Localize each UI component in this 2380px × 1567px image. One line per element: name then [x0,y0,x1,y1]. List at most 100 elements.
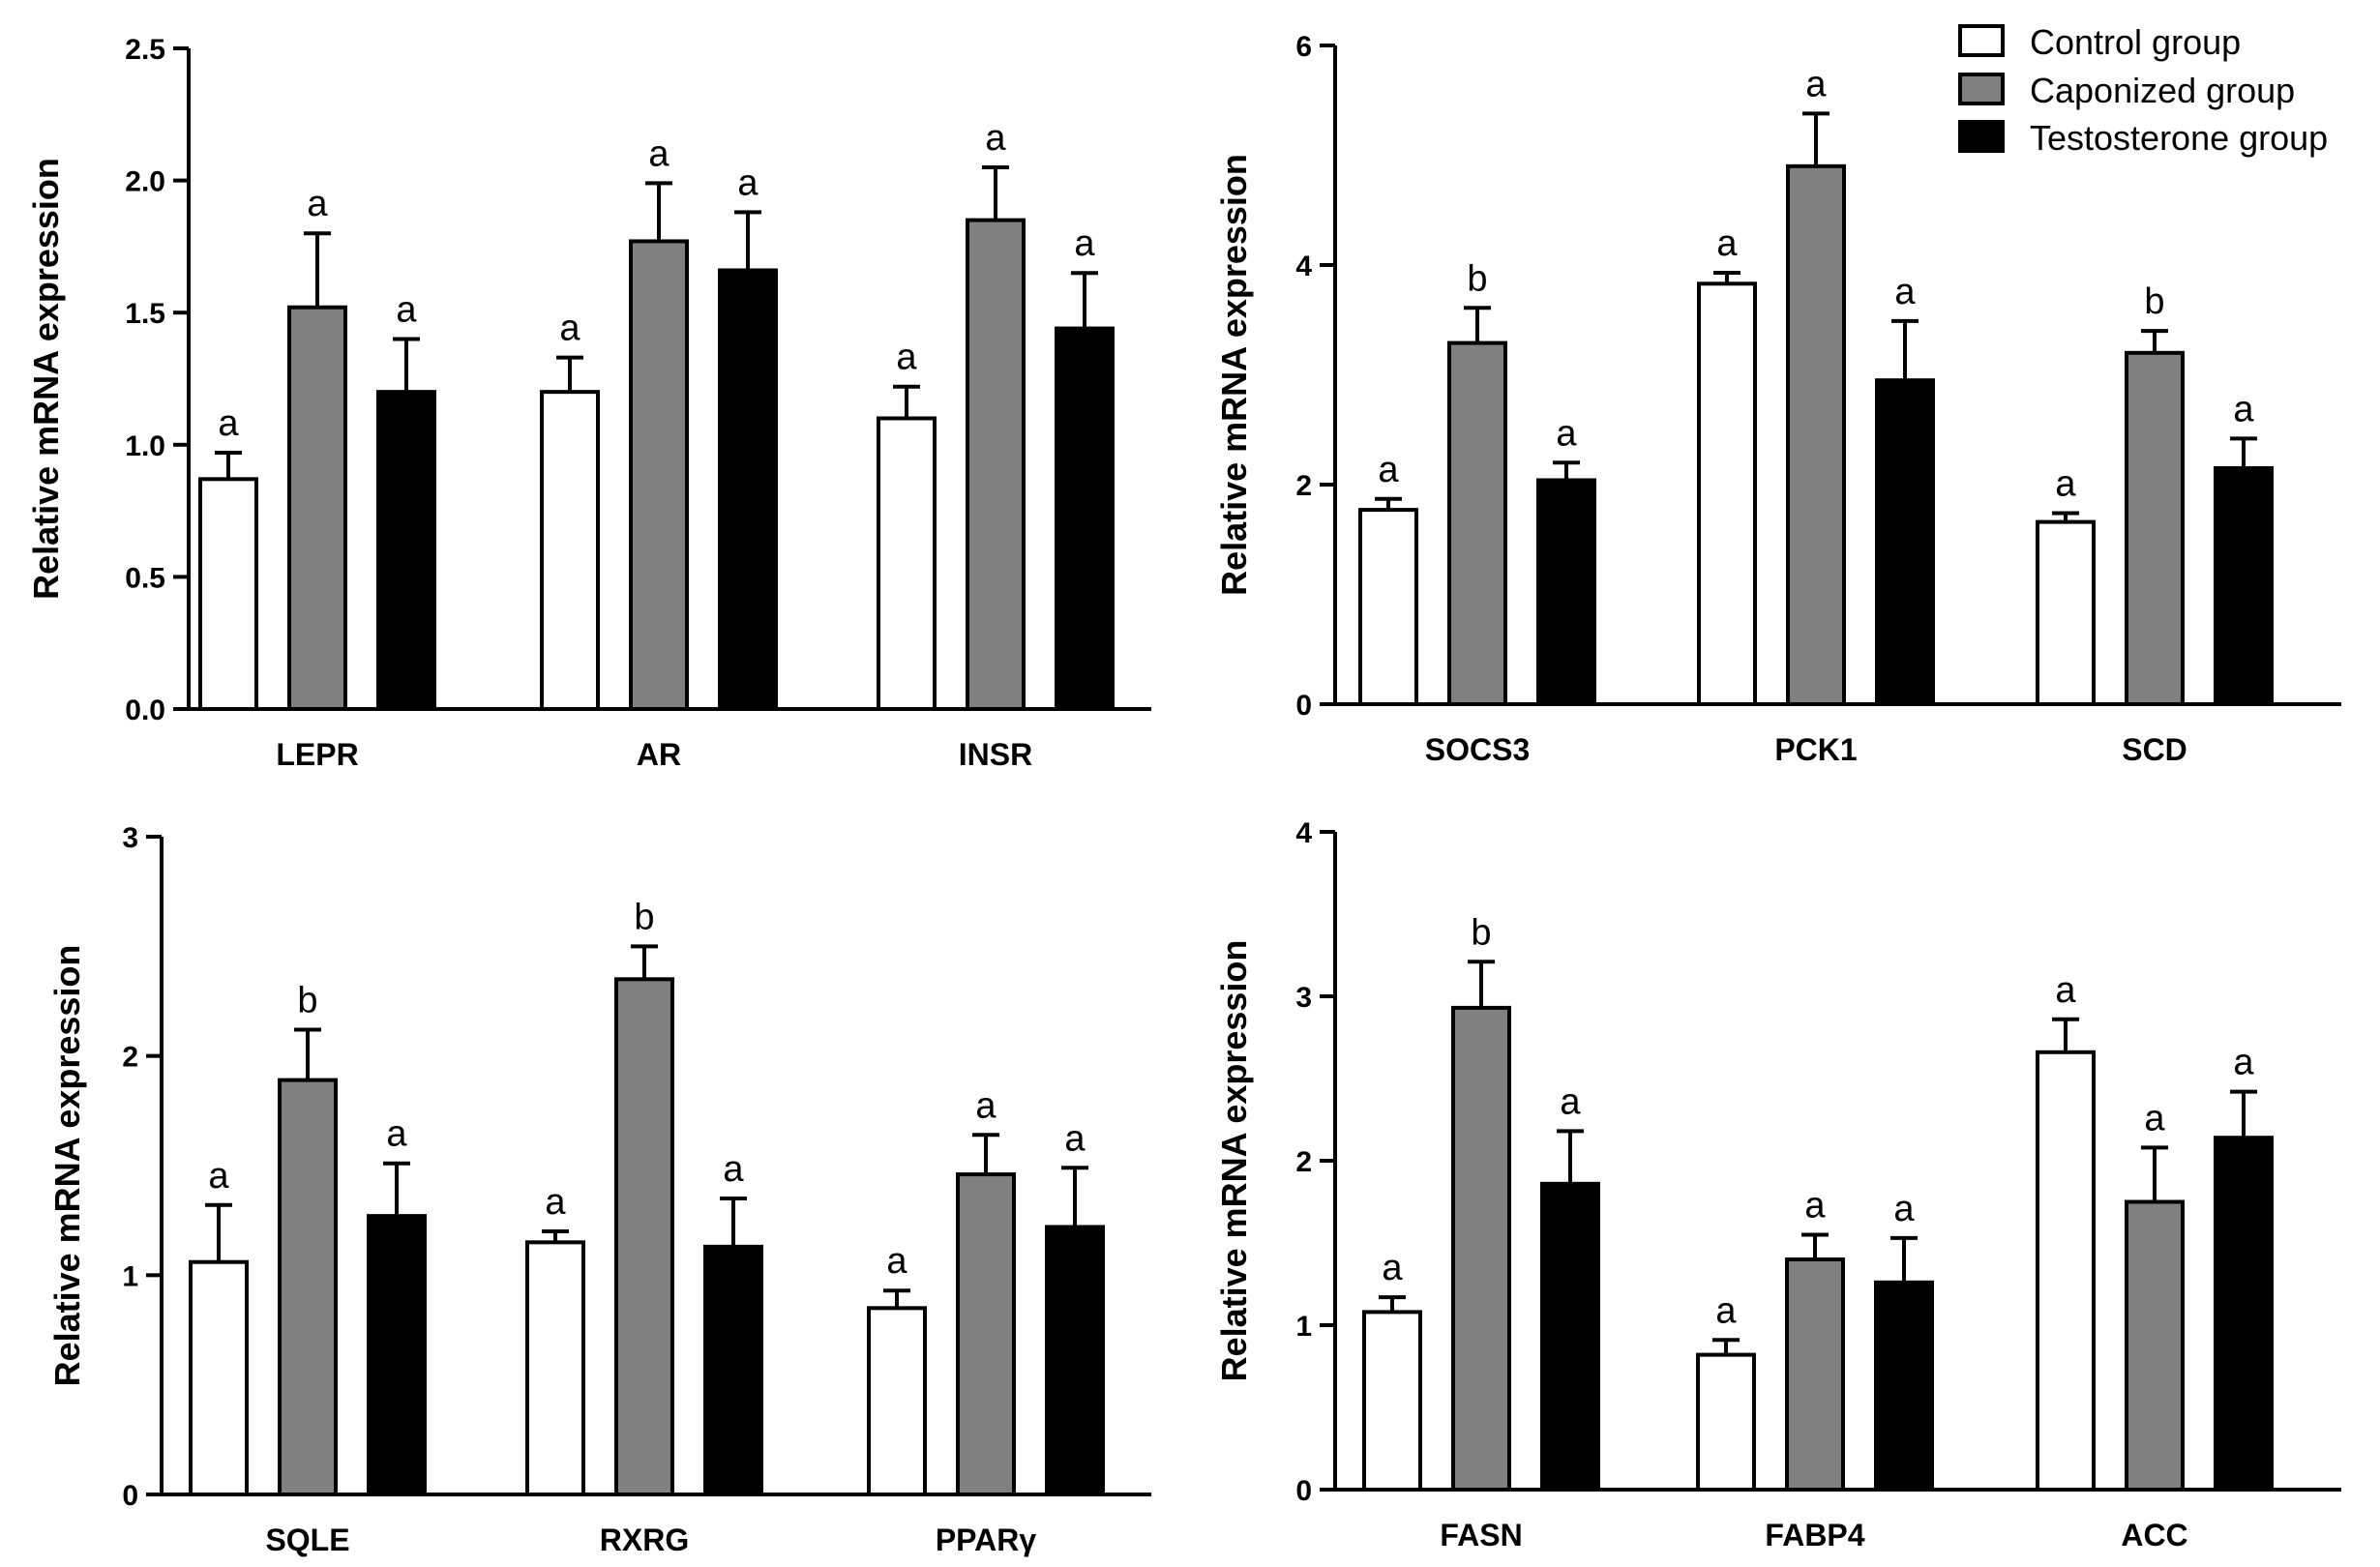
category-label: FASN [1440,1518,1522,1552]
significance-letter: a [2233,389,2254,429]
significance-letter: a [208,1156,229,1197]
legend-label-2: Caponized group [2030,71,2295,110]
y-tick-label: 2 [1295,470,1312,502]
y-tick-label: 6 [1295,31,1312,63]
significance-letter: a [218,403,239,444]
y-tick-label: 0 [122,1480,138,1512]
significance-letter: a [2055,970,2076,1011]
category-label: ACC [2121,1518,2187,1552]
legend-swatch-2 [1958,73,2005,105]
significance-letter: a [559,309,580,349]
y-axis-title: Relative mRNA expression [1214,940,1254,1382]
y-tick-label: 4 [1295,817,1312,849]
y-tick-label: 1 [122,1260,138,1292]
chart-panel-1: 0.0 0.5 1.0 1.5 2.0 2.5 Relative mRNA expressi… [26,34,1151,772]
bar-fasn-control [1362,1310,1422,1493]
bar-acc-testosterone [2214,1136,2274,1492]
bar-fasn-caponized [1451,1005,1511,1493]
significance-letter: a [307,184,328,224]
significance-letter: a [896,338,917,378]
bar-scd-control [2036,519,2096,707]
significance-letter: a [396,290,417,331]
bar-socs3-control [1358,508,1418,706]
y-axis-title: Relative mRNA expression [1214,154,1254,596]
bar-rxrg-testosterone [703,1244,763,1497]
significance-letter: a [1894,272,1916,312]
significance-letter: a [2055,464,2076,505]
category-label: INSR [959,737,1032,772]
significance-letter: a [985,118,1006,159]
category-label: FABP4 [1765,1518,1864,1552]
y-tick-label: 0.0 [125,695,165,726]
legend-label-1: Control group [2030,22,2241,62]
bar-pck1-caponized [1786,163,1846,707]
bar-sqle-caponized [278,1078,338,1496]
category-label: SOCS3 [1425,732,1530,767]
bar-sqle-control [189,1259,249,1496]
category-label: RXRG [600,1523,689,1557]
y-tick-label: 4 [1295,251,1312,282]
significance-letter: a [1560,1081,1581,1122]
category-label: PPARγ [936,1523,1037,1557]
bar-sqle-testosterone [367,1214,427,1496]
significance-letter: b [1467,258,1487,299]
bar-ar-caponized [629,239,689,711]
legend-swatch-3 [1958,120,2005,153]
bar-pparγ-control [867,1306,927,1497]
category-label: SCD [2122,732,2187,767]
y-tick-label: 3 [1295,982,1312,1014]
y-tick-label: 2 [122,1042,138,1074]
legend-swatch-1 [1958,24,2005,57]
significance-letter: a [1064,1118,1086,1159]
bar-socs3-caponized [1447,340,1507,706]
category-label: LEPR [276,737,358,772]
significance-letter: a [737,163,759,203]
significance-letter: b [2144,281,2164,322]
bar-lepr-testosterone [376,390,436,711]
bar-scd-caponized [2125,350,2185,706]
y-tick-label: 1.5 [125,298,165,330]
significance-letter: b [297,980,317,1020]
category-label: SQLE [265,1523,349,1557]
bar-insr-control [877,416,937,711]
y-axis-title: Relative mRNA expression [47,945,87,1387]
significance-letter: a [1074,223,1095,264]
significance-letter: a [886,1241,907,1282]
y-tick-label: 1 [1295,1311,1312,1343]
significance-letter: a [1804,1186,1826,1227]
bar-pck1-testosterone [1875,378,1935,706]
y-tick-label: 2.0 [125,166,165,198]
bar-lepr-control [198,477,258,712]
chart-panel-2: 0 2 4 6 Relative mRNA expression a b a SOCS3 a a a P… [1214,31,2341,767]
bar-lepr-caponized [287,305,347,711]
y-tick-label: 3 [122,822,138,854]
significance-letter: a [1716,223,1738,264]
significance-letter: a [975,1085,997,1126]
chart-panel-3: 0 1 2 3 Relative mRNA expression a b a SQLE a b a RX… [47,822,1151,1557]
y-tick-label: 0 [1295,690,1312,722]
significance-letter: a [545,1182,566,1223]
significance-letter: a [1715,1290,1737,1331]
significance-letter: b [1471,912,1491,953]
bar-acc-caponized [2125,1199,2185,1492]
bar-scd-testosterone [2214,465,2274,706]
y-tick-label: 1.0 [125,430,165,462]
chart-panel-4: 0 1 2 3 4 Relative mRNA expression a b a FASN a a a F… [1214,817,2341,1552]
significance-letter: b [634,897,654,937]
bar-fabp4-control [1696,1352,1756,1492]
significance-letter: a [1382,1248,1403,1288]
legend: Control group Caponized group Testosterone… [1958,22,2328,158]
category-label: AR [637,737,681,772]
bar-rxrg-control [525,1240,585,1497]
significance-letter: a [1556,413,1577,454]
significance-letter: a [648,133,669,174]
bar-insr-caponized [966,218,1026,712]
bar-fabp4-caponized [1785,1257,1845,1492]
y-axis-title: Relative mRNA expression [26,158,66,600]
y-tick-label: 0.5 [125,562,165,594]
bar-ar-testosterone [718,268,778,711]
bar-insr-testosterone [1055,326,1115,711]
bar-pck1-control [1697,281,1757,706]
bar-acc-control [2036,1050,2096,1493]
